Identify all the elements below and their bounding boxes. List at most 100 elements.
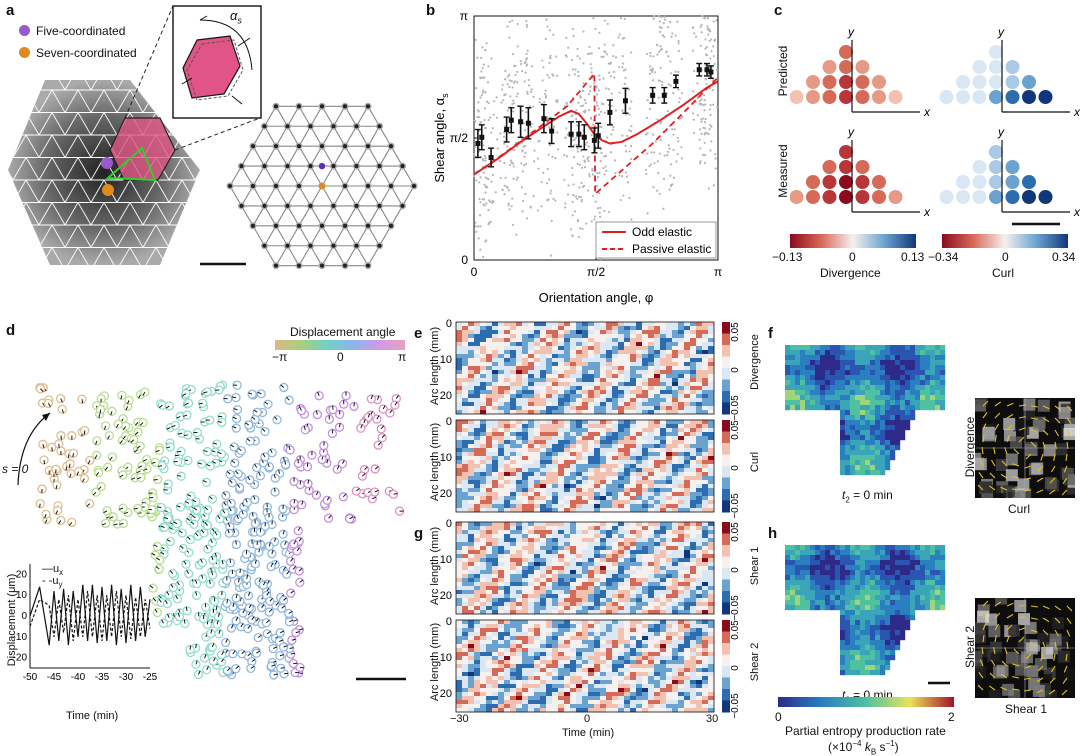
kymo-cell xyxy=(684,330,691,335)
kymo-cell xyxy=(696,504,703,509)
kymo-cell xyxy=(588,534,595,539)
kymo-cell xyxy=(666,374,673,379)
kymo-cell xyxy=(624,322,631,327)
kymo-cell xyxy=(654,464,661,469)
lattice-edge xyxy=(333,106,346,127)
kymo-cell xyxy=(462,526,469,531)
grid-dot xyxy=(822,75,837,89)
scatter-point xyxy=(582,82,585,85)
vector-arrow xyxy=(251,416,256,420)
kymo-cell xyxy=(498,530,505,535)
lattice-edge xyxy=(344,225,357,247)
kymo-cell xyxy=(660,468,667,473)
scatter-point xyxy=(598,171,601,174)
scatter-point xyxy=(544,89,547,92)
kymo-cell xyxy=(462,420,469,425)
kymo-cell xyxy=(540,394,547,399)
grid-dot xyxy=(972,190,987,204)
kymo-cell xyxy=(576,420,583,425)
lattice-edge xyxy=(333,125,346,147)
vector-arrow xyxy=(211,461,217,464)
kymo-cell xyxy=(594,538,601,543)
inset-x-tick: -35 xyxy=(95,672,110,683)
kymo-cell xyxy=(498,464,505,469)
lattice-edge xyxy=(379,125,392,147)
kymo-cell xyxy=(600,398,607,403)
kymo-cell xyxy=(474,390,481,395)
kymo-cell xyxy=(462,358,469,363)
vector-arrow xyxy=(237,447,242,452)
kymo-cell xyxy=(588,566,595,571)
kymo-cell xyxy=(474,322,481,327)
lattice-node xyxy=(249,222,257,230)
x-tick-label: π/2 xyxy=(587,265,606,279)
kymo-cell xyxy=(534,378,541,383)
grid-dot xyxy=(972,175,987,189)
kymo-cell xyxy=(522,530,529,535)
kymo-cell xyxy=(570,378,577,383)
kymo-cell xyxy=(708,428,715,433)
kymo-cell xyxy=(462,476,469,481)
kymo-cell xyxy=(588,554,595,559)
kymo-cell xyxy=(702,436,709,441)
vector-arrow xyxy=(72,453,75,458)
kymo-cell xyxy=(528,346,535,351)
kymo-cell xyxy=(498,558,505,563)
kymo-cell xyxy=(486,484,493,489)
kymo-cell xyxy=(522,546,529,551)
kymo-cell xyxy=(480,522,487,527)
scatter-point xyxy=(477,225,480,228)
scatter-point xyxy=(533,149,536,152)
kymo-cell xyxy=(510,570,517,575)
kymo-cell xyxy=(660,500,667,505)
kymo-cell xyxy=(678,342,685,347)
kymo-cell xyxy=(540,428,547,433)
kymo-cell xyxy=(588,460,595,465)
scatter-point xyxy=(512,81,516,84)
kymo-cell xyxy=(636,464,643,469)
kymo-cell xyxy=(552,464,559,469)
kymo-cell xyxy=(624,468,631,473)
scatter-point xyxy=(587,189,590,192)
kymo-cell xyxy=(558,468,565,473)
kymo-cell xyxy=(516,374,523,379)
kymo-cell xyxy=(612,464,619,469)
kymo-cell xyxy=(552,546,559,551)
kymo-cell xyxy=(636,504,643,509)
kymo-cell xyxy=(678,456,685,461)
kymo-cell xyxy=(474,480,481,485)
kymo-cell xyxy=(582,508,589,513)
scatter-point xyxy=(612,54,615,58)
kymo-cell xyxy=(648,374,655,379)
kymo-cell xyxy=(576,354,583,359)
kymo-cell xyxy=(624,538,631,543)
scatter-point xyxy=(592,194,595,198)
kymo-cell xyxy=(624,424,631,429)
kymo-cell xyxy=(588,322,595,327)
lattice-node xyxy=(341,222,349,230)
kymo-cell xyxy=(702,432,709,437)
kymo-cell xyxy=(642,326,649,331)
kymo-cell xyxy=(624,342,631,347)
kymo-cell xyxy=(468,460,475,465)
scatter-point xyxy=(506,25,509,28)
kymo-cell xyxy=(684,440,691,445)
kymo-cell xyxy=(504,448,511,453)
kymo-cell xyxy=(564,476,571,481)
kymo-cell xyxy=(696,394,703,399)
lattice-edge xyxy=(321,205,334,227)
kymo-cell xyxy=(696,334,703,339)
lattice-edge xyxy=(287,245,300,266)
scatter-point xyxy=(696,82,699,85)
kymo-cell xyxy=(606,424,613,429)
kymo-cell xyxy=(600,390,607,395)
scatter-point xyxy=(532,195,535,198)
scatter-point xyxy=(526,92,529,96)
kymo-cell xyxy=(570,406,577,411)
kymo-cell xyxy=(474,374,481,379)
kymo-cell xyxy=(630,488,637,493)
kymo-cell xyxy=(636,370,643,375)
grid-dot xyxy=(822,60,837,74)
kymo-cell xyxy=(672,358,679,363)
kymo-cell xyxy=(534,558,541,563)
